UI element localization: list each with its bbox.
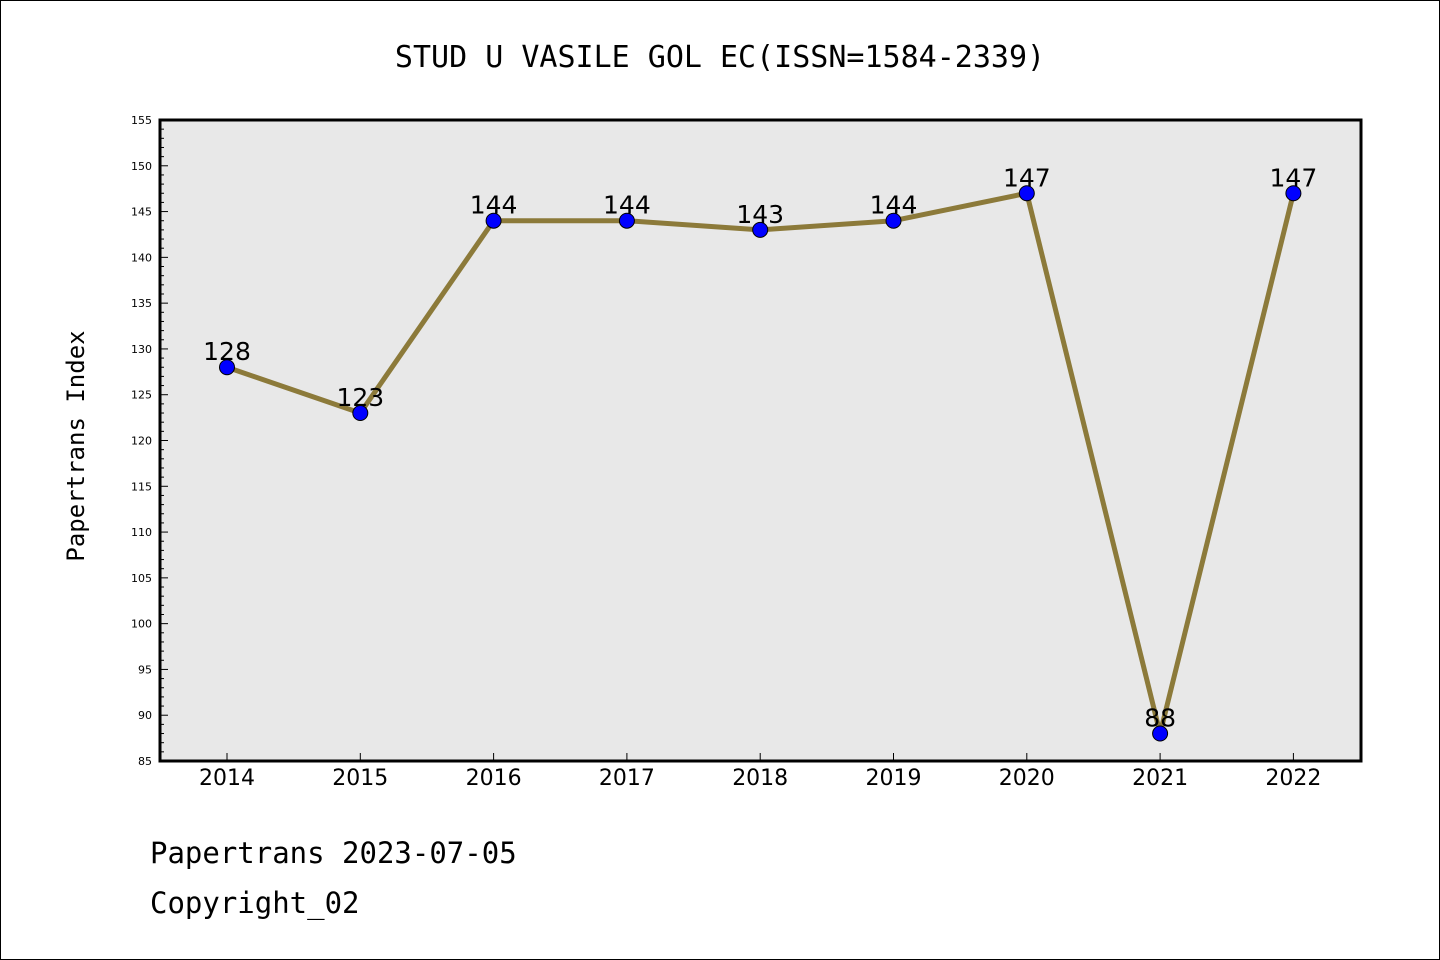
data-labels: 128 123 144 144 143 144 147 88 147: [203, 163, 1317, 732]
footer-date: Papertrans 2023-07-05: [150, 836, 517, 870]
data-point: [1285, 185, 1302, 202]
y-tick-label: 100: [131, 618, 152, 631]
y-tick-label: 120: [131, 435, 152, 448]
x-tick-label: 2015: [332, 766, 388, 791]
data-point: [618, 212, 635, 229]
data-label: 143: [736, 200, 784, 229]
chart-title: STUD U VASILE GOL EC(ISSN=1584-2339): [395, 40, 1045, 75]
y-tick-label: 105: [131, 572, 152, 585]
x-tick-label: 2019: [866, 766, 922, 791]
x-tick-label: 2014: [199, 766, 255, 791]
footer-copyright: Copyright_02: [150, 886, 360, 920]
data-point: [1018, 185, 1035, 202]
data-point: [485, 212, 502, 229]
y-tick-label: 135: [131, 297, 152, 310]
plot-border: [158, 118, 1363, 763]
x-tick-label: 2016: [466, 766, 522, 791]
y-tick-label: 145: [131, 206, 152, 219]
data-label: 144: [870, 191, 918, 220]
y-tick-label: 115: [131, 480, 152, 493]
x-tick-label: 2018: [732, 766, 788, 791]
data-label: 147: [1270, 163, 1318, 192]
data-label: 147: [1003, 163, 1051, 192]
y-tick-label: 155: [131, 114, 152, 127]
data-point: [352, 405, 369, 422]
x-axis-ticks: 2014 2015 2016 2017 2018 2019 2020 2021 2022: [199, 753, 1321, 791]
data-point: [1152, 725, 1169, 742]
y-tick-label: 110: [131, 526, 152, 539]
y-tick-label: 125: [131, 389, 152, 402]
data-label: 128: [203, 337, 251, 366]
x-tick-label: 2020: [999, 766, 1055, 791]
data-label: 144: [603, 191, 651, 220]
x-tick-label: 2017: [599, 766, 655, 791]
data-label: 123: [336, 383, 384, 412]
y-tick-label: 90: [138, 709, 152, 722]
data-point: [885, 212, 902, 229]
x-tick-label: 2022: [1265, 766, 1321, 791]
y-tick-label: 95: [138, 663, 152, 676]
data-label: 88: [1144, 704, 1176, 733]
y-tick-label: 85: [138, 755, 152, 768]
y-tick-label: 140: [131, 251, 152, 264]
x-tick-label: 2021: [1132, 766, 1188, 791]
y-tick-label: 150: [131, 160, 152, 173]
data-point: [752, 221, 769, 238]
data-markers: [219, 185, 1302, 742]
y-axis-label: Papertrans Index: [62, 330, 90, 561]
y-tick-label: 130: [131, 343, 152, 356]
data-point: [219, 359, 235, 376]
data-label: 144: [470, 191, 518, 220]
